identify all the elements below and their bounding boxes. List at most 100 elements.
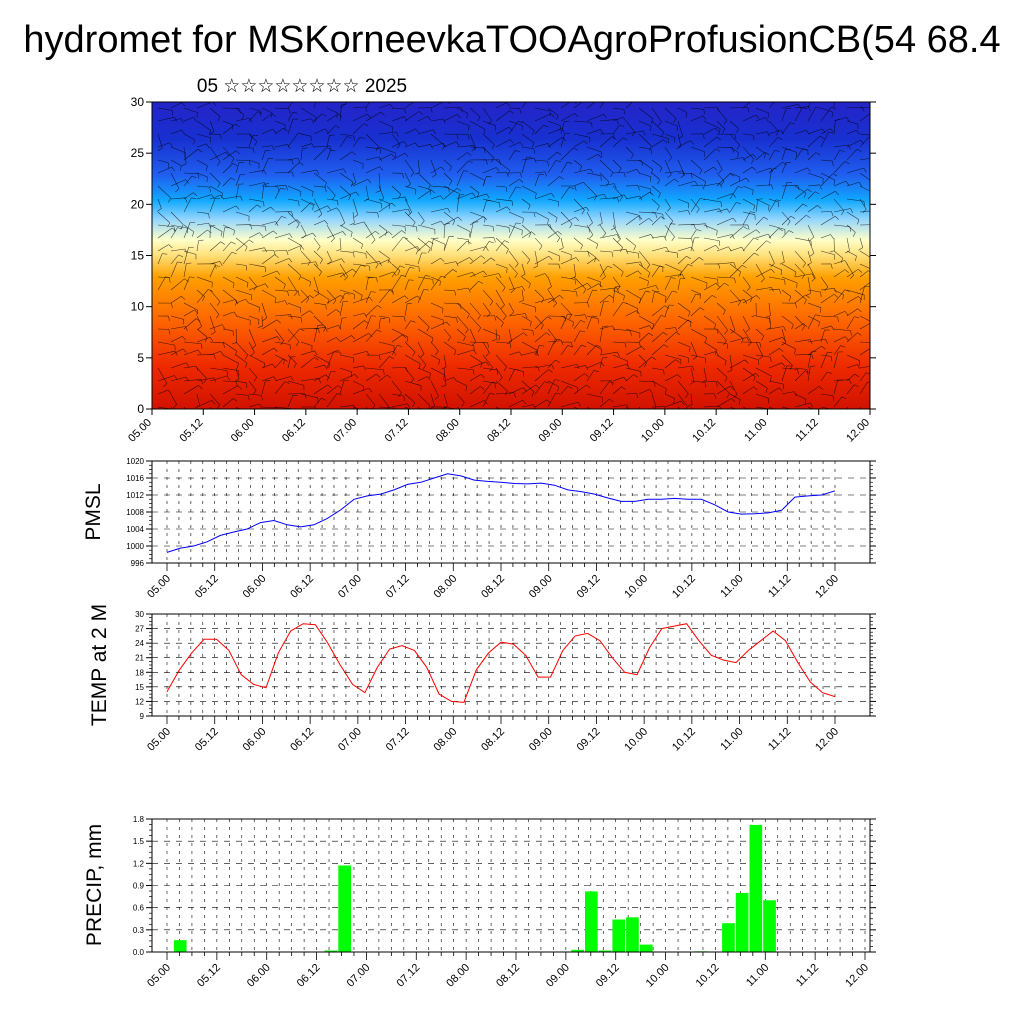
- wind-barb: [170, 261, 178, 278]
- wind-barb-flag: [442, 145, 445, 151]
- wind-barb-flag: [774, 150, 780, 152]
- cs-ytick-label: 20: [131, 197, 145, 211]
- wind-barb-flag: [621, 271, 624, 277]
- wind-barb: [287, 394, 294, 408]
- wind-barb-flag: [396, 131, 399, 137]
- cs-xtick-label: 10.00: [639, 417, 667, 445]
- wind-barb-flag: [585, 206, 590, 212]
- pmsl-xtick-label: 06.00: [241, 573, 269, 601]
- wind-barb-flag: [844, 260, 848, 265]
- wind-barb-flag: [828, 132, 834, 134]
- wind-barb: [417, 393, 431, 406]
- wind-barb-flag: [298, 162, 304, 166]
- wind-barb: [443, 406, 458, 409]
- wind-barb-flag: [561, 137, 566, 141]
- wind-barb-flag: [633, 374, 638, 378]
- wind-barb: [313, 302, 326, 305]
- wind-barb: [456, 195, 460, 213]
- wind-barb-flag: [274, 254, 279, 258]
- wind-barb: [261, 270, 278, 278]
- wind-barb: [586, 250, 597, 258]
- wind-barb: [690, 380, 706, 383]
- wind-barb: [482, 176, 487, 187]
- wind-barb-flag: [729, 173, 735, 177]
- wind-barb-flag: [779, 261, 785, 265]
- wind-barb: [820, 325, 832, 330]
- wind-barb: [287, 263, 302, 276]
- wind-barb: [495, 126, 510, 135]
- wind-barb-flag: [587, 98, 591, 101]
- wind-barb-flag: [835, 96, 840, 97]
- wind-barb: [664, 198, 671, 208]
- wind-barb: [768, 137, 779, 148]
- wind-barb-flag: [348, 195, 352, 201]
- wind-barb: [222, 205, 237, 213]
- wind-barb: [560, 237, 564, 248]
- wind-barb-flag: [483, 216, 488, 221]
- wind-barb-flag: [771, 409, 772, 414]
- wind-barb-flag: [766, 131, 770, 137]
- wind-barb-flag: [551, 193, 555, 198]
- wind-barb-flag: [517, 120, 523, 124]
- wind-barb: [326, 207, 337, 213]
- wind-barb: [222, 398, 234, 408]
- wind-barb-flag: [172, 110, 174, 116]
- wind-barb: [625, 302, 639, 309]
- wind-barb: [781, 250, 785, 263]
- wind-barb-flag: [171, 303, 173, 309]
- wind-barb-flag: [715, 127, 719, 132]
- wind-barb: [183, 309, 195, 317]
- wind-barb: [482, 107, 492, 121]
- wind-barb-flag: [191, 231, 195, 237]
- cs-xtick-label: 07.12: [383, 417, 411, 445]
- wind-barb: [287, 302, 301, 309]
- wind-barb-flag: [355, 191, 360, 196]
- wind-barb: [638, 146, 652, 150]
- wind-barb: [287, 356, 291, 369]
- wind-barb-flag: [736, 145, 740, 150]
- wind-barb: [781, 263, 797, 273]
- wind-barb-flag: [186, 362, 190, 368]
- wind-barb: [820, 172, 835, 181]
- wind-barb-flag: [506, 172, 509, 177]
- wind-barb-flag: [699, 257, 704, 261]
- wind-barb: [508, 141, 521, 148]
- wind-barb: [313, 276, 320, 294]
- wind-barb-flag: [584, 413, 585, 418]
- wind-barb: [352, 380, 364, 387]
- wind-barb: [677, 380, 689, 394]
- wind-barb: [768, 198, 779, 203]
- wind-barb: [430, 275, 442, 291]
- wind-barb-flag: [874, 158, 876, 163]
- wind-barb: [560, 211, 573, 224]
- wind-barb: [495, 341, 511, 344]
- wind-barb: [612, 185, 623, 197]
- wind-barb: [638, 133, 652, 147]
- wind-barb-flag: [759, 342, 762, 348]
- wind-barb-flag: [831, 211, 834, 217]
- wind-barb-flag: [468, 287, 471, 293]
- wind-barb: [157, 389, 169, 395]
- wind-barb-flag: [317, 328, 320, 334]
- wind-barb: [456, 315, 469, 330]
- wind-barb-flag: [533, 212, 536, 218]
- wind-barb-flag: [471, 341, 477, 346]
- wind-barb: [638, 191, 650, 200]
- wind-barb: [599, 119, 617, 122]
- wind-barb-flag: [332, 195, 336, 200]
- wind-barb-flag: [245, 265, 248, 271]
- wind-barb-flag: [867, 381, 870, 383]
- wind-barb: [508, 263, 518, 274]
- wind-barb-flag: [472, 272, 476, 277]
- wind-barb: [768, 224, 786, 230]
- wind-barb: [651, 120, 664, 133]
- wind-barb: [469, 246, 486, 252]
- wind-barb: [443, 114, 458, 122]
- wind-barb: [248, 276, 257, 287]
- wind-barb-flag: [747, 286, 751, 292]
- precip-ytick-label: 0.6: [133, 904, 145, 913]
- wind-barb-flag: [467, 134, 470, 140]
- wind-barb-flag: [668, 157, 673, 162]
- wind-barb: [404, 102, 415, 109]
- wind-barb-flag: [518, 300, 524, 303]
